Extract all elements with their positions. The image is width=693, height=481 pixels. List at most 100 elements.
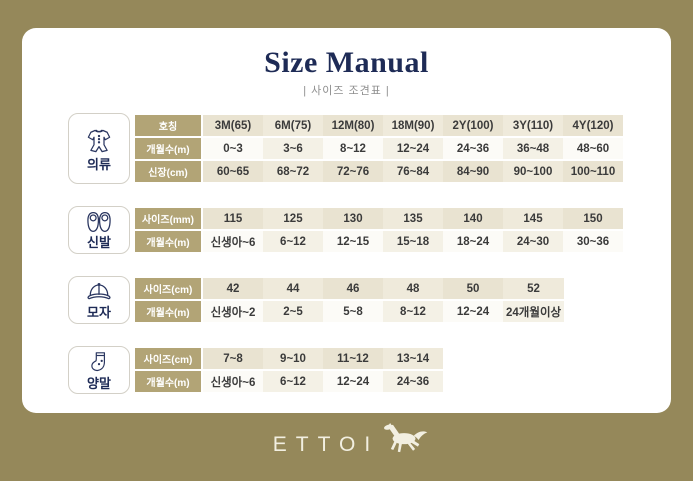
size-cell: 12~15 [323, 231, 383, 252]
shoes-size-table: 사이즈(mm) 115 125 130 135 140 145 150 개월수(m) 신생아~6 6… [135, 206, 623, 254]
section-shoes: 신발 사이즈(mm) 115 125 130 135 140 145 150 개월수(m) 신생아~… [68, 206, 671, 254]
size-tables: 의류 호칭 3M(65) 6M(75) 12M(80) 18M(90) 2Y(100) 3Y(… [68, 113, 671, 394]
row-header: 사이즈(cm) [135, 348, 203, 369]
row-header: 신장(cm) [135, 161, 203, 182]
section-hat: 모자 사이즈(cm) 42 44 46 48 50 52 개월수(m) 신생아~2 2~5 5~8 8~… [68, 276, 671, 324]
size-cell: 90~100 [503, 161, 563, 182]
row-header: 개월수(m) [135, 231, 203, 252]
size-cell: 3~6 [263, 138, 323, 159]
size-cell: 145 [503, 208, 563, 229]
size-cell: 140 [443, 208, 503, 229]
size-cell: 100~110 [563, 161, 623, 182]
size-cell: 4Y(120) [563, 115, 623, 136]
onesie-icon [87, 129, 111, 152]
size-cell: 6M(75) [263, 115, 323, 136]
page-subtitle: | 사이즈 조견표 | [303, 85, 390, 97]
size-cell: 11~12 [323, 348, 383, 369]
category-label-hat: 모자 [87, 305, 111, 320]
page-title: Size Manual [264, 46, 429, 79]
size-cell: 2~5 [263, 301, 323, 322]
size-cell: 5~8 [323, 301, 383, 322]
table-row: 개월수(m) 신생아~2 2~5 5~8 8~12 12~24 24개월이상 [135, 301, 565, 322]
size-cell: 2Y(100) [443, 115, 503, 136]
size-cell: 13~14 [383, 348, 443, 369]
size-cell: 115 [203, 208, 263, 229]
table-row: 개월수(m) 신생아~6 6~12 12~15 15~18 18~24 24~30 30~36 [135, 231, 623, 252]
size-cell: 12~24 [443, 301, 503, 322]
size-cell: 6~12 [263, 371, 323, 392]
size-cell: 24~36 [383, 371, 443, 392]
size-cell: 125 [263, 208, 323, 229]
category-label-clothing: 의류 [87, 156, 111, 172]
size-cell: 신생아~6 [203, 371, 263, 392]
size-cell: 12~24 [383, 138, 443, 159]
row-header: 사이즈(cm) [135, 278, 203, 299]
size-manual-card: Size Manual | 사이즈 조견표 | 의류 호칭 3M(65) 6M(75)… [22, 28, 671, 413]
size-cell: 76~84 [383, 161, 443, 182]
table-row: 개월수(m) 신생아~6 6~12 12~24 24~36 [135, 371, 443, 392]
size-cell: 12~24 [323, 371, 383, 392]
category-clothing: 의류 [68, 113, 130, 184]
size-cell: 72~76 [323, 161, 383, 182]
row-header: 사이즈(mm) [135, 208, 203, 229]
size-cell: 24개월이상 [503, 301, 565, 322]
size-cell: 48~60 [563, 138, 623, 159]
size-cell: 18~24 [443, 231, 503, 252]
table-row: 신장(cm) 60~65 68~72 72~76 76~84 84~90 90~100 100… [135, 161, 623, 182]
size-cell: 30~36 [563, 231, 623, 252]
brand-footer: ETTOI [0, 422, 693, 465]
table-row: 사이즈(mm) 115 125 130 135 140 145 150 [135, 208, 623, 229]
cap-icon [87, 282, 111, 300]
size-cell: 8~12 [383, 301, 443, 322]
size-cell: 84~90 [443, 161, 503, 182]
size-cell: 46 [323, 278, 383, 299]
size-cell: 135 [383, 208, 443, 229]
size-cell: 9~10 [263, 348, 323, 369]
size-cell: 3Y(110) [503, 115, 563, 136]
category-socks: 양말 [68, 346, 130, 394]
size-cell: 24~36 [443, 138, 503, 159]
sock-icon [91, 352, 106, 372]
size-cell: 150 [563, 208, 623, 229]
category-hat: 모자 [68, 276, 130, 324]
size-cell: 48 [383, 278, 443, 299]
size-cell: 3M(65) [203, 115, 263, 136]
category-label-socks: 양말 [87, 376, 111, 391]
size-cell: 50 [443, 278, 503, 299]
size-cell: 신생아~6 [203, 231, 263, 252]
shoes-icon [87, 212, 111, 232]
size-cell: 6~12 [263, 231, 323, 252]
table-row: 호칭 3M(65) 6M(75) 12M(80) 18M(90) 2Y(100) 3Y(11… [135, 115, 623, 136]
size-cell: 0~3 [203, 138, 263, 159]
row-header: 호칭 [135, 115, 203, 136]
section-socks: 양말 사이즈(cm) 7~8 9~10 11~12 13~14 개월수(m) 신생아~6 6~1… [68, 346, 671, 394]
section-clothing: 의류 호칭 3M(65) 6M(75) 12M(80) 18M(90) 2Y(100) 3Y(… [68, 113, 671, 184]
category-label-shoes: 신발 [87, 235, 111, 250]
size-cell: 68~72 [263, 161, 323, 182]
table-row: 사이즈(cm) 7~8 9~10 11~12 13~14 [135, 348, 443, 369]
table-row: 사이즈(cm) 42 44 46 48 50 52 [135, 278, 565, 299]
clothing-size-table: 호칭 3M(65) 6M(75) 12M(80) 18M(90) 2Y(100) 3Y(11… [135, 113, 623, 184]
category-shoes: 신발 [68, 206, 130, 254]
row-header: 개월수(m) [135, 138, 203, 159]
size-cell: 60~65 [203, 161, 263, 182]
size-cell: 7~8 [203, 348, 263, 369]
size-cell: 24~30 [503, 231, 563, 252]
size-cell: 36~48 [503, 138, 563, 159]
brand-logo-text: ETTOI [272, 433, 380, 456]
size-cell: 44 [263, 278, 323, 299]
horse-logo-wrap [377, 422, 429, 463]
socks-size-table: 사이즈(cm) 7~8 9~10 11~12 13~14 개월수(m) 신생아~6 6~12 1… [135, 346, 443, 394]
table-row: 개월수(m) 0~3 3~6 8~12 12~24 24~36 36~48 48~60 [135, 138, 623, 159]
size-cell: 15~18 [383, 231, 443, 252]
size-cell: 52 [503, 278, 565, 299]
size-cell: 18M(90) [383, 115, 443, 136]
row-header: 개월수(m) [135, 371, 203, 392]
size-cell: 42 [203, 278, 263, 299]
hat-size-table: 사이즈(cm) 42 44 46 48 50 52 개월수(m) 신생아~2 2~5 5~8 8~12… [135, 276, 565, 324]
size-cell: 8~12 [323, 138, 383, 159]
size-cell: 130 [323, 208, 383, 229]
size-cell: 12M(80) [323, 115, 383, 136]
row-header: 개월수(m) [135, 301, 203, 322]
size-cell: 신생아~2 [203, 301, 263, 322]
